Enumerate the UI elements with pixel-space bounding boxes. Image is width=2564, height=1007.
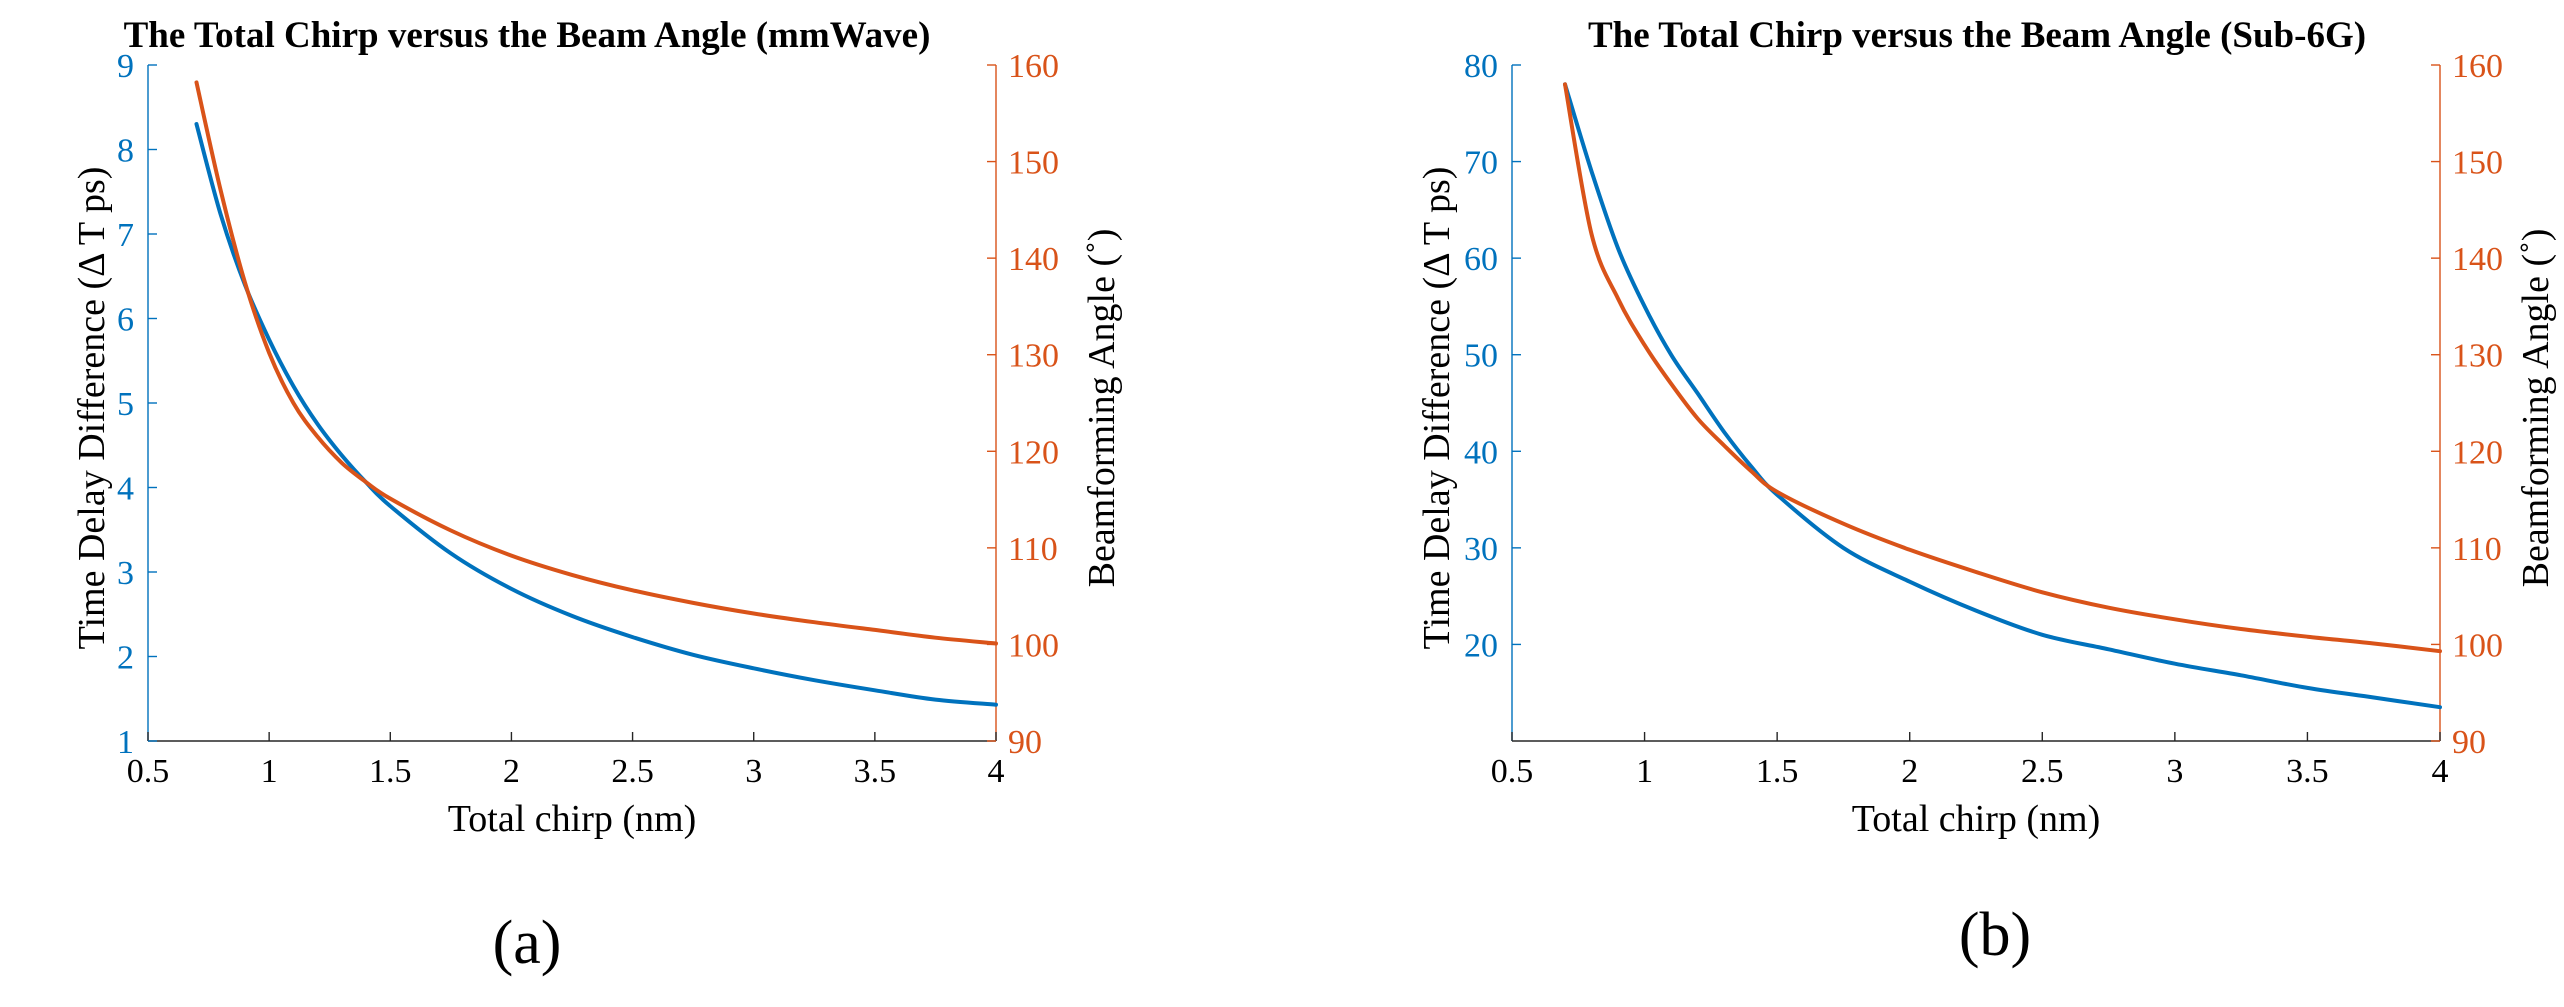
panel-a-right-tick-label: 130 — [1008, 338, 1059, 375]
panel-b-x-tick-label: 2 — [1901, 753, 1918, 790]
panel-a-delay-series-line — [194, 122, 998, 707]
panel-a-label: (a) — [493, 909, 562, 977]
panel-b-right-tick-label: 110 — [2452, 531, 2502, 568]
panel-b-x-tick-label: 3.5 — [2286, 753, 2329, 790]
panel-a-right-tick-label: 160 — [1008, 48, 1059, 85]
panel-b-right-tick-label: 160 — [2452, 48, 2503, 85]
panel-b-title: The Total Chirp versus the Beam Angle (S… — [1588, 15, 2366, 56]
panel-b-chart: The Total Chirp versus the Beam Angle (S… — [1416, 15, 2557, 969]
panel-a-right-tick-label: 110 — [1008, 531, 1058, 568]
panel-a-x-tick-label: 4 — [988, 753, 1005, 790]
panel-a-x-tick-label: 1.5 — [369, 753, 412, 790]
panel-a-left-tick-label: 8 — [117, 133, 134, 170]
panel-b-left-tick-label: 60 — [1464, 241, 1498, 278]
panel-a-right-tick-label: 120 — [1008, 434, 1059, 471]
panel-b-right-axis-label: Beamforming Angle (˚) — [2515, 229, 2557, 588]
panel-b-x-tick-label: 3 — [2166, 753, 2183, 790]
panel-a-title: The Total Chirp versus the Beam Angle (m… — [124, 15, 931, 56]
panel-b-label: (b) — [1959, 901, 2031, 969]
panel-b-x-tick-label: 0.5 — [1491, 753, 1534, 790]
panel-b-left-tick-label: 80 — [1464, 48, 1498, 85]
panel-a-left-tick-label: 1 — [117, 724, 134, 761]
panel-a-x-tick-label: 3 — [745, 753, 762, 790]
panel-b-right-tick-label: 150 — [2452, 145, 2503, 182]
panel-b-x-tick-label: 1.5 — [1756, 753, 1799, 790]
panel-a-right-axis-label: Beamforming Angle (˚) — [1081, 229, 1123, 588]
panel-b-right-tick-label: 120 — [2452, 434, 2503, 471]
panel-a-right-tick-label: 100 — [1008, 627, 1059, 664]
panel-b-x-tick-label: 2.5 — [2021, 753, 2064, 790]
panel-b-x-tick-label: 1 — [1636, 753, 1653, 790]
panel-b-x-tick-label: 4 — [2432, 753, 2449, 790]
panel-b-right-tick-label: 130 — [2452, 338, 2503, 375]
panel-a-left-tick-label: 9 — [117, 48, 134, 85]
panel-b-right-tick-label: 90 — [2452, 724, 2486, 761]
panel-b-left-tick-label: 20 — [1464, 627, 1498, 664]
panel-a-x-axis-label: Total chirp (nm) — [448, 798, 696, 840]
panel-b-plot-area: 0.5 1 1.5 2 2.5 3 3.5 4 20 30 40 50 60 70 80 90 100 110 12… — [1464, 48, 2503, 790]
panel-a-x-tick-label: 0.5 — [127, 753, 170, 790]
panel-a-left-tick-label: 4 — [117, 471, 134, 508]
panel-a-left-tick-label: 5 — [117, 386, 134, 423]
panel-b-right-tick-label: 140 — [2452, 241, 2503, 278]
panel-a-left-tick-label: 7 — [117, 217, 134, 254]
panel-b-right-tick-label: 100 — [2452, 627, 2503, 664]
panel-a-chart: The Total Chirp versus the Beam Angle (m… — [71, 15, 1123, 977]
panel-a-left-tick-label: 2 — [117, 640, 134, 677]
panel-b-left-tick-label: 40 — [1464, 434, 1498, 471]
panel-b-angle-series-line — [1563, 82, 2442, 654]
panel-b-x-axis-label: Total chirp (nm) — [1852, 798, 2100, 840]
panel-a-right-tick-label: 140 — [1008, 241, 1059, 278]
panel-a-x-tick-label: 1 — [261, 753, 278, 790]
panel-a-angle-series-line — [194, 80, 998, 646]
panel-a-right-tick-label: 90 — [1008, 724, 1042, 761]
panel-a-x-tick-label: 3.5 — [854, 753, 897, 790]
panel-a-left-tick-label: 6 — [117, 302, 134, 339]
panel-b-left-axis-label: Time Delay Difference (Δ T ps) — [1416, 167, 1458, 650]
panel-b-left-tick-label: 70 — [1464, 145, 1498, 182]
panel-a-x-tick-label: 2.5 — [611, 753, 654, 790]
panel-b-left-tick-label: 50 — [1464, 338, 1498, 375]
panel-a-x-tick-label: 2 — [503, 753, 520, 790]
panel-b-delay-series-line — [1563, 82, 2442, 710]
panel-a-right-tick-label: 150 — [1008, 145, 1059, 182]
panel-a-left-axis-label: Time Delay Difference (Δ T ps) — [71, 167, 113, 650]
panel-a-left-tick-label: 3 — [117, 555, 134, 592]
panel-a-plot-area: 0.5 1 1.5 2 2.5 3 3.5 4123456789901001101201301… — [117, 48, 1059, 790]
panel-b-left-tick-label: 30 — [1464, 531, 1498, 568]
